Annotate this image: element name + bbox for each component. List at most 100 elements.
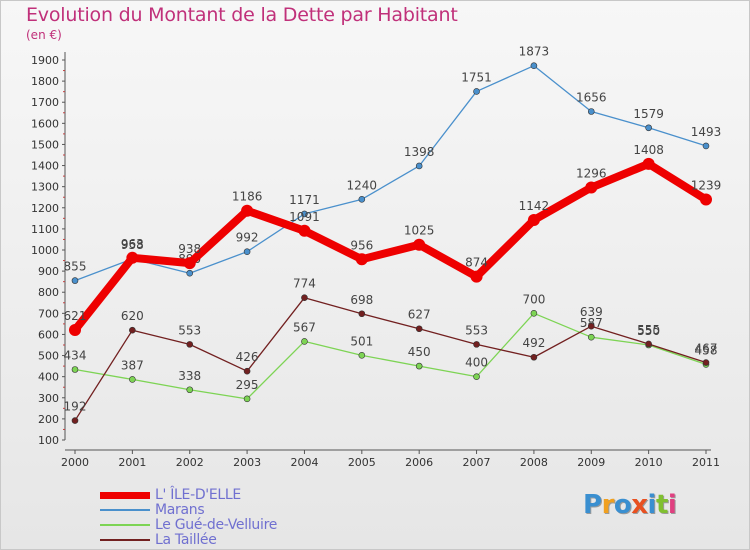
data-point	[587, 333, 595, 341]
data-point	[243, 395, 251, 403]
data-point	[243, 367, 251, 375]
series-line	[74, 312, 707, 400]
data-label: 400	[465, 356, 488, 370]
data-label: 458	[695, 343, 718, 357]
data-point	[587, 108, 595, 115]
y-tick-label: 1900	[31, 54, 59, 67]
data-point	[298, 224, 311, 237]
series-line	[74, 297, 707, 422]
data-label: 992	[236, 231, 259, 245]
x-tick-label: 2001	[118, 456, 146, 469]
data-point	[470, 270, 483, 283]
data-point	[71, 366, 79, 373]
data-point	[587, 322, 595, 330]
data-point	[702, 142, 710, 150]
data-label: 621	[64, 309, 87, 323]
legend-swatch	[100, 509, 150, 511]
data-point	[645, 124, 652, 132]
data-label: 1171	[289, 193, 320, 207]
data-point	[358, 352, 366, 359]
y-tick-label: 1000	[31, 244, 59, 257]
data-label: 1398	[404, 145, 435, 159]
legend-label: Le Gué-de-Velluire	[155, 517, 278, 533]
data-point	[415, 362, 423, 370]
data-point	[301, 210, 308, 218]
data-point	[186, 386, 194, 394]
data-label: 501	[350, 334, 373, 348]
logo-letter: i	[667, 490, 677, 520]
data-point	[71, 277, 79, 284]
data-point	[129, 326, 136, 334]
data-point	[71, 417, 79, 424]
logo-letter: o	[613, 490, 632, 520]
legend-label: L' ÎLE-D'ELLE	[155, 487, 241, 503]
data-label: 874	[465, 256, 488, 270]
data-point	[473, 341, 480, 348]
chart-title: Evolution du Montant de la Dette par Hab…	[26, 4, 458, 26]
data-label: 1579	[633, 107, 664, 121]
x-tick-label: 2006	[405, 456, 433, 469]
data-label: 1751	[461, 70, 492, 84]
data-label: 958	[121, 238, 144, 252]
data-label: 1091	[289, 210, 320, 224]
data-point	[301, 338, 308, 345]
data-point	[527, 214, 540, 227]
data-label: 956	[350, 238, 373, 252]
y-tick-label: 800	[38, 286, 59, 299]
data-point	[241, 204, 254, 217]
data-point	[355, 253, 368, 266]
data-point	[186, 341, 194, 348]
x-tick-label: 2003	[233, 456, 261, 469]
data-point	[358, 196, 366, 203]
data-label: 855	[64, 260, 87, 274]
y-tick-label: 400	[38, 371, 59, 384]
data-label: 550	[637, 324, 660, 338]
data-point	[186, 269, 194, 277]
data-point	[415, 325, 423, 333]
logo-letter: P	[583, 490, 602, 520]
data-label: 387	[121, 358, 144, 372]
data-label: 192	[64, 400, 87, 414]
data-label: 1408	[633, 143, 664, 157]
y-tick-label: 1300	[31, 181, 59, 194]
x-tick-label: 2010	[635, 456, 663, 469]
data-point	[126, 251, 139, 264]
y-tick-label: 1200	[31, 202, 59, 215]
y-tick-label: 300	[38, 392, 59, 405]
legend-item-la-taillee: La Taillée	[100, 532, 360, 548]
data-label: 492	[522, 336, 545, 350]
y-tick-label: 700	[38, 307, 59, 320]
data-point	[358, 310, 366, 318]
legend: L' ÎLE-D'ELLE Marans Le Gué-de-Velluire …	[100, 487, 360, 548]
y-tick-label: 1500	[31, 138, 59, 151]
data-point	[129, 376, 136, 383]
data-point	[413, 238, 426, 251]
data-label: 1239	[691, 179, 722, 193]
x-tick-label: 2008	[520, 456, 548, 469]
data-point	[183, 257, 196, 270]
y-tick-label: 500	[38, 350, 59, 363]
data-label: 338	[178, 369, 201, 383]
x-tick-label: 2011	[692, 456, 720, 469]
data-label: 467	[695, 342, 718, 356]
data-label: 1142	[519, 199, 550, 213]
data-label: 555	[637, 323, 660, 337]
y-tick-label: 100	[38, 434, 59, 447]
data-label: 1873	[519, 45, 550, 59]
legend-swatch	[100, 539, 150, 541]
chart-subtitle: (en €)	[26, 28, 62, 42]
data-label: 1240	[347, 178, 378, 192]
y-tick-label: 200	[38, 413, 59, 426]
data-point	[642, 157, 655, 170]
data-point	[702, 359, 710, 366]
y-tick-label: 1600	[31, 117, 59, 130]
data-point	[301, 294, 308, 302]
data-label: 553	[178, 323, 201, 337]
data-label: 450	[408, 345, 431, 359]
x-tick-label: 2005	[348, 456, 376, 469]
data-label: 639	[580, 305, 603, 319]
data-label: 553	[465, 323, 488, 337]
legend-label: Marans	[155, 502, 205, 518]
data-label: 434	[64, 348, 87, 362]
